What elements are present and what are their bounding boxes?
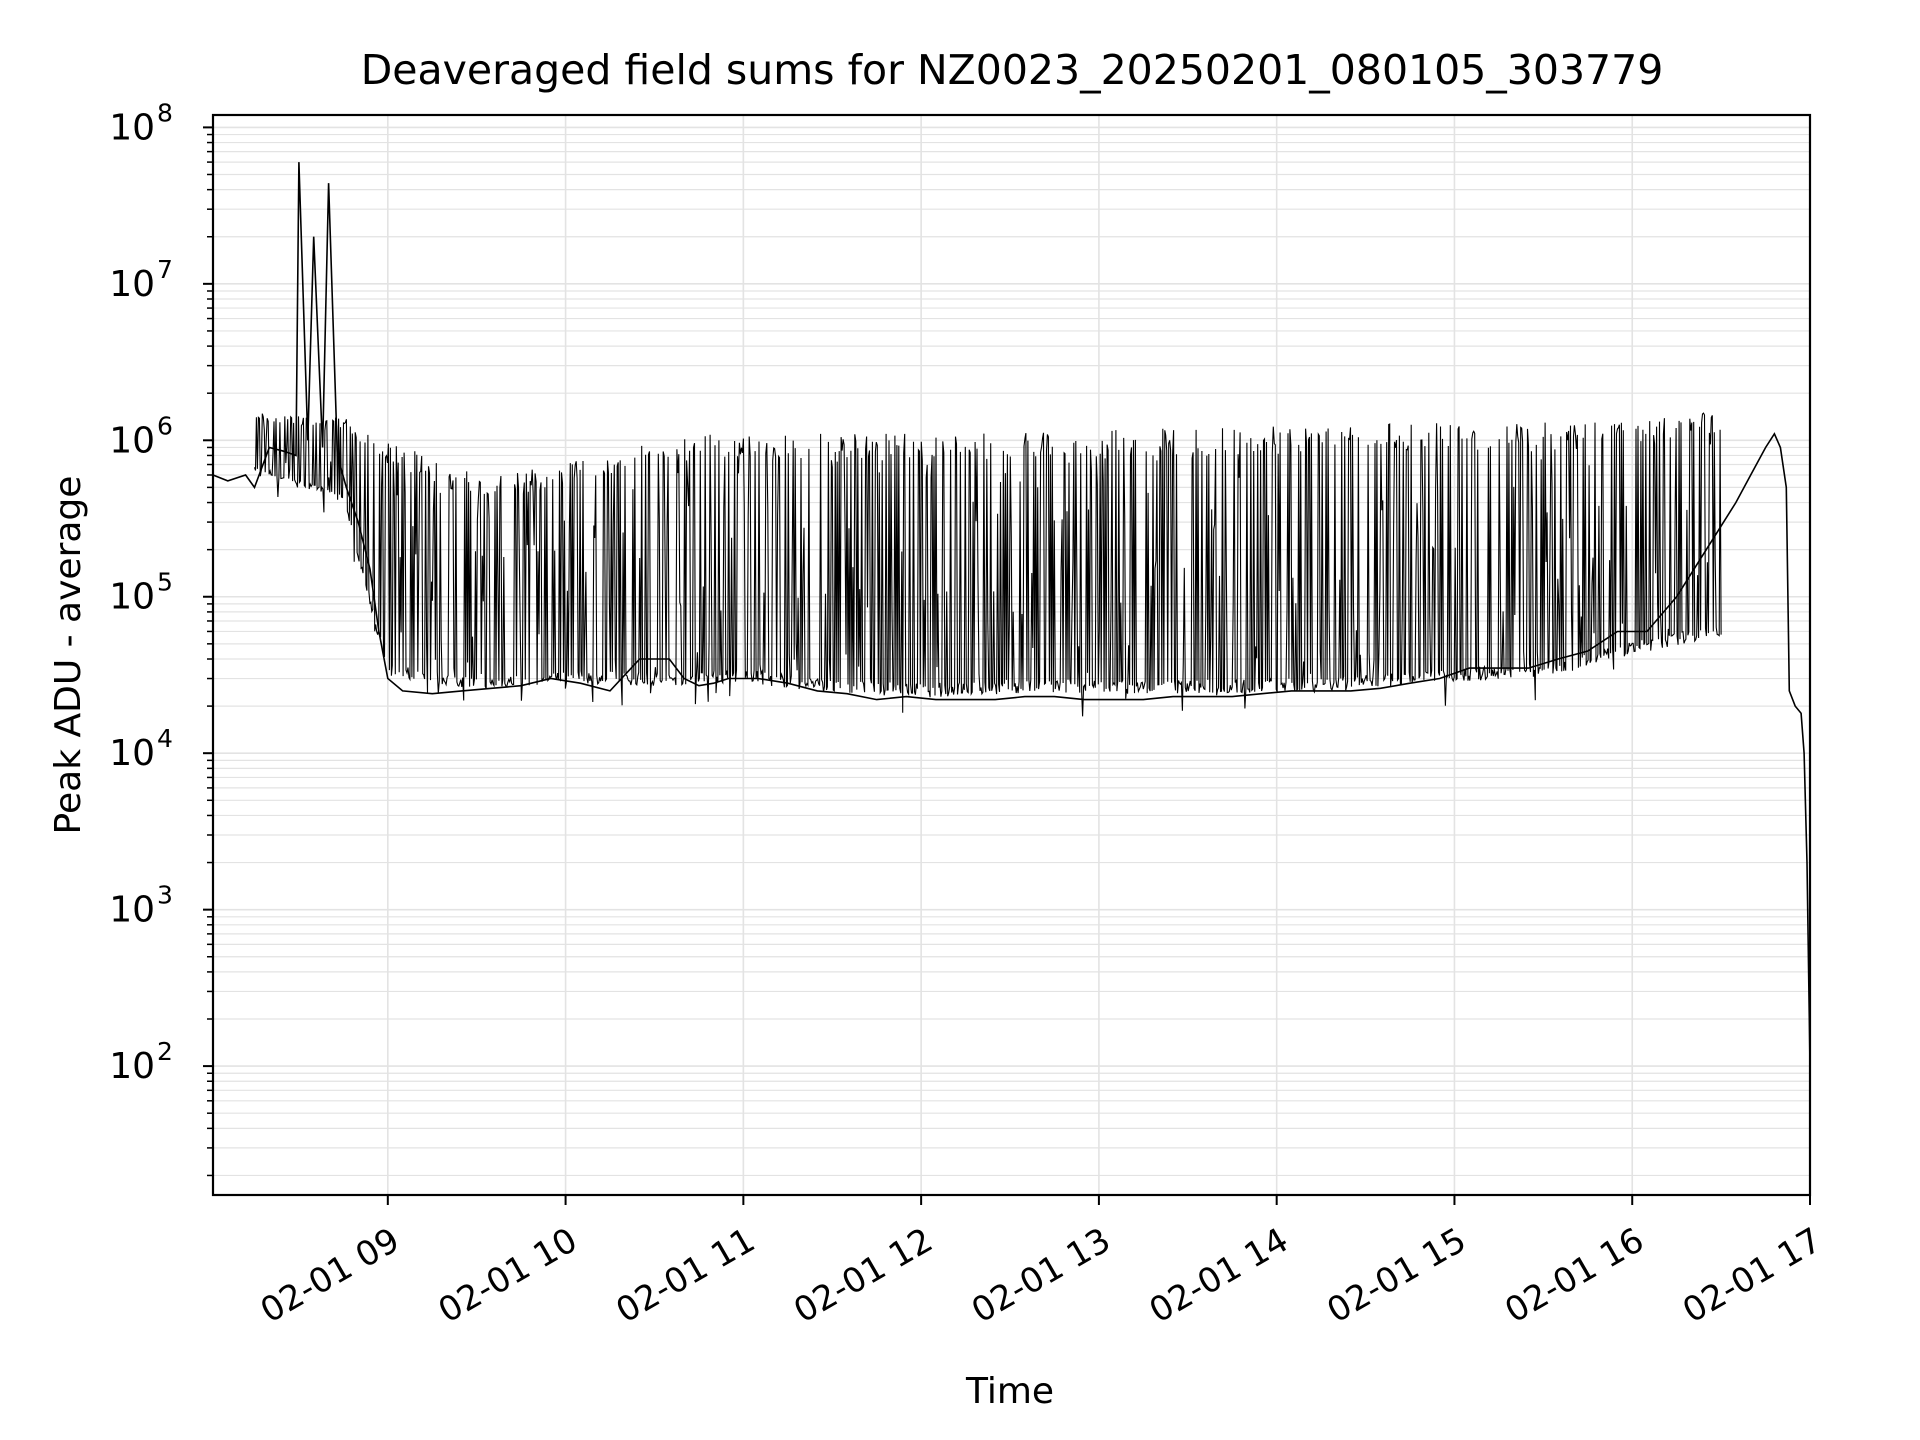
y-tick-exponent: 8 xyxy=(157,98,173,127)
data-line-noise xyxy=(253,412,1722,717)
y-tick-exponent: 6 xyxy=(157,411,173,440)
y-tick-label: 10 xyxy=(109,733,155,774)
y-tick-exponent: 7 xyxy=(157,255,173,284)
y-tick-exponent: 5 xyxy=(157,568,173,597)
y-tick-label: 10 xyxy=(109,577,155,618)
y-tick-exponent: 4 xyxy=(157,724,173,753)
data-line xyxy=(212,162,1811,1067)
plot-area xyxy=(212,162,1811,1067)
y-axis-label: Peak ADU - average xyxy=(48,476,89,835)
y-tick-label: 10 xyxy=(109,890,155,931)
y-tick-label: 10 xyxy=(109,107,155,148)
plot-frame xyxy=(211,113,1812,1197)
y-tick-label: 10 xyxy=(109,1046,155,1087)
chart-title: Deaveraged field sums for NZ0023_2025020… xyxy=(361,46,1664,94)
y-tick-exponent: 2 xyxy=(157,1037,173,1066)
y-tick-label: 10 xyxy=(109,264,155,305)
y-tick-label: 10 xyxy=(109,420,155,461)
x-axis-label: Time xyxy=(965,1371,1054,1412)
y-tick-exponent: 3 xyxy=(157,881,173,910)
